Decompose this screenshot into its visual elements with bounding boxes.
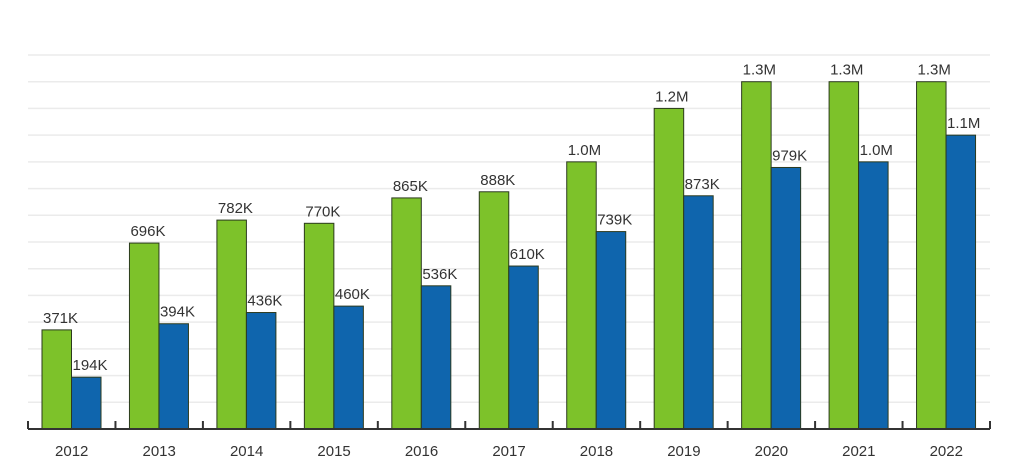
data-label: 394K (160, 304, 195, 321)
bar-series1-2020 (741, 81, 772, 430)
x-tick-label: 2022 (930, 443, 963, 460)
data-label: 1.3M (918, 62, 951, 79)
data-label: 865K (393, 178, 428, 195)
data-labels: 371K 194K 696K 394K 782K 436K 770K 460K 865K 536K… (43, 62, 980, 374)
data-label: 782K (218, 200, 253, 217)
x-tick-label: 2013 (142, 443, 175, 460)
bar-series1-2021 (828, 81, 860, 430)
bar-series1-2019 (653, 107, 685, 430)
x-tick-label: 2019 (667, 443, 700, 460)
bar-series2-2017 (508, 265, 539, 430)
data-label: 1.3M (743, 62, 776, 79)
bar-series1-2014 (216, 219, 247, 430)
bars (41, 81, 977, 430)
bar-series1-2022 (916, 81, 947, 430)
x-tick-label: 2017 (492, 443, 525, 460)
x-axis: 2012 2013 2014 2015 2016 2017 2018 2019 2020 2021… (27, 421, 991, 460)
data-label: 1.1M (947, 115, 980, 132)
data-label: 371K (43, 310, 78, 327)
x-tick-label: 2012 (55, 443, 88, 460)
data-label: 194K (73, 357, 108, 374)
bar-series2-2022 (945, 134, 977, 430)
data-label: 696K (130, 223, 165, 240)
bar-series2-2019 (683, 195, 714, 430)
data-label: 436K (247, 293, 282, 310)
data-label: 460K (335, 286, 370, 303)
bar-series2-2015 (333, 305, 364, 430)
data-label: 1.0M (568, 142, 601, 159)
data-label: 873K (685, 176, 720, 193)
bar-series2-2016 (420, 285, 452, 430)
data-label: 770K (305, 203, 340, 220)
bar-series1-2015 (303, 222, 335, 430)
x-tick-label: 2015 (317, 443, 350, 460)
bar-series1-2013 (128, 242, 160, 430)
data-label: 610K (510, 246, 545, 263)
x-tick-label: 2021 (842, 443, 875, 460)
x-tick-label: 2016 (405, 443, 438, 460)
bar-series2-2020 (770, 166, 802, 430)
data-label: 1.2M (655, 88, 688, 105)
x-tick-label: 2014 (230, 443, 263, 460)
data-label: 888K (480, 172, 515, 189)
bar-series1-2018 (566, 161, 597, 430)
data-label: 739K (597, 212, 632, 229)
data-label: 1.0M (860, 142, 893, 159)
bar-series1-2012 (41, 329, 72, 430)
data-label: 979K (772, 147, 807, 164)
x-tick-label: 2020 (755, 443, 788, 460)
bar-series1-2016 (391, 197, 422, 430)
data-label: 1.3M (830, 62, 863, 79)
bar-series2-2021 (858, 161, 889, 430)
bar-series2-2013 (158, 323, 189, 430)
x-tick-label: 2018 (580, 443, 613, 460)
bar-series2-2018 (595, 231, 627, 430)
bar-series1-2017 (478, 191, 510, 430)
bar-series2-2012 (71, 376, 102, 430)
bar-series2-2014 (245, 312, 277, 430)
data-label: 536K (422, 266, 457, 283)
